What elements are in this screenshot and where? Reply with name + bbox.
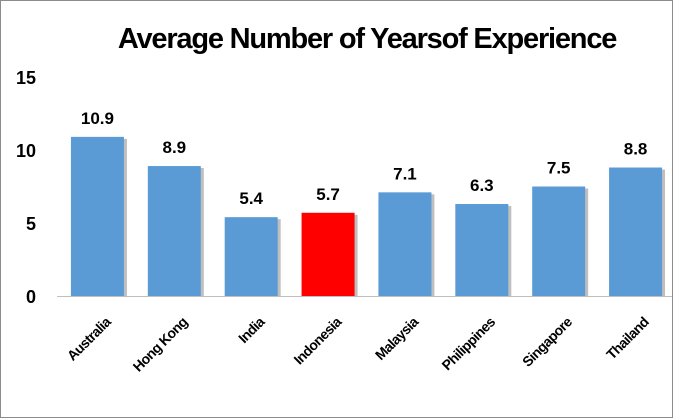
x-tick-label: Singapore bbox=[519, 313, 575, 369]
x-tick-label: Indonesia bbox=[290, 313, 344, 367]
data-label: 6.3 bbox=[470, 176, 494, 195]
bar bbox=[301, 212, 355, 296]
data-label: 7.5 bbox=[547, 159, 571, 178]
x-tick-label: Malaysia bbox=[372, 313, 422, 363]
data-label: 10.9 bbox=[81, 109, 114, 128]
x-tick-label: Australia bbox=[64, 313, 114, 363]
x-tick-label: Hong Kong bbox=[130, 314, 191, 375]
x-tick-label: Philippines bbox=[438, 313, 498, 373]
y-tick-label: 15 bbox=[16, 68, 36, 88]
x-tick-label: Thailand bbox=[603, 314, 652, 363]
y-tick-label: 0 bbox=[26, 287, 36, 307]
data-label: 8.8 bbox=[624, 140, 648, 159]
bar bbox=[532, 186, 586, 296]
data-label: 8.9 bbox=[162, 138, 186, 157]
chart-title: Average Number of Yearsof Experience bbox=[117, 23, 618, 55]
bar bbox=[609, 167, 663, 296]
data-label: 7.1 bbox=[393, 164, 417, 183]
bar bbox=[378, 192, 432, 296]
bar bbox=[455, 204, 509, 296]
bar bbox=[70, 136, 124, 296]
bar bbox=[147, 166, 201, 296]
x-tick-label: India bbox=[235, 313, 268, 346]
y-tick-label: 5 bbox=[26, 214, 36, 234]
bar bbox=[224, 217, 278, 296]
y-tick-label: 10 bbox=[16, 141, 36, 161]
data-label: 5.7 bbox=[316, 185, 340, 204]
data-label: 5.4 bbox=[239, 189, 263, 208]
